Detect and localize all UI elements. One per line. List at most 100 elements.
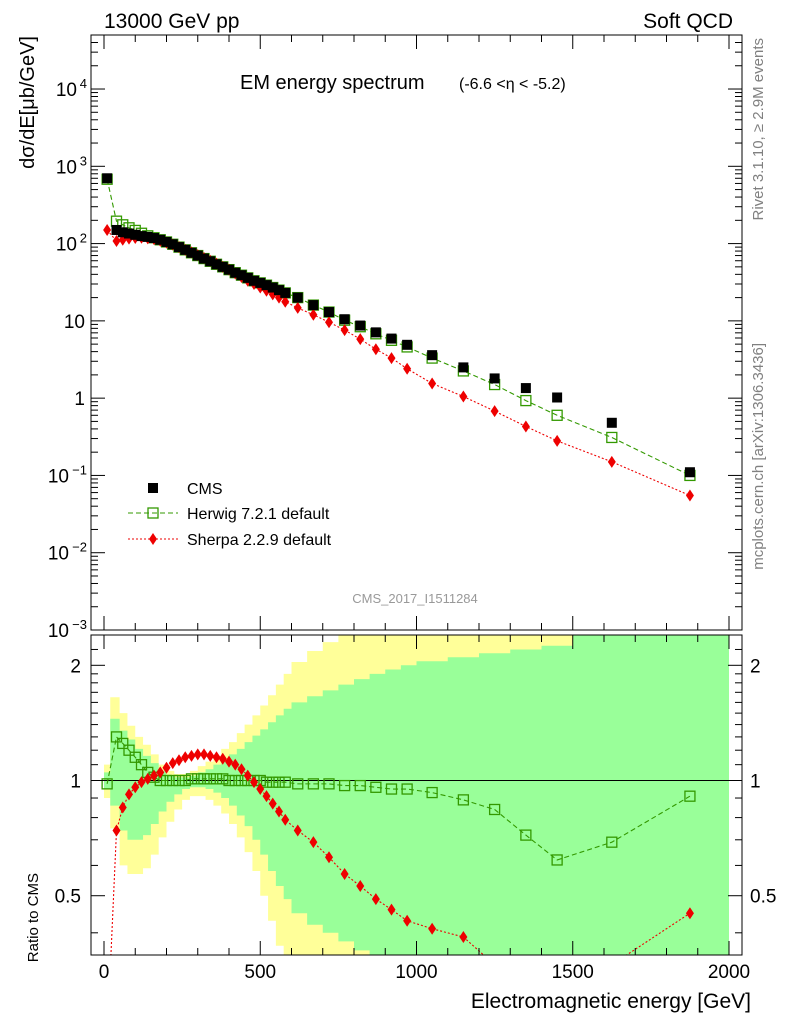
main-cms-point (267, 282, 278, 293)
main-cms-point (427, 350, 438, 361)
ratio-sherpa-2-2-9-default-point (118, 801, 127, 814)
y-tick-exponent: 2 (80, 231, 87, 246)
main-cms-point (324, 307, 334, 318)
ratio-sherpa-2-2-9-default-point (137, 776, 146, 789)
y-tick-label: 1 (74, 389, 85, 410)
main-sherpa-2-2-9-default-point (490, 405, 499, 418)
x-tick-label: 0 (99, 962, 110, 983)
main-sherpa-2-2-9-default-point (103, 223, 112, 236)
ratio-herwig-7-2-1-default-point (279, 776, 291, 788)
ratio-sherpa-2-2-9-default-point (459, 931, 468, 944)
ratio-sherpa-2-2-9-default-point (218, 752, 227, 765)
main-cms-point (192, 250, 203, 261)
main-sherpa-2-2-9-default-point (459, 390, 468, 403)
ratio-sherpa-2-2-9-default-point (293, 824, 302, 837)
main-cms-point (199, 253, 209, 264)
ratio-herwig-7-2-1-default-point (292, 778, 304, 790)
main-sherpa-2-2-9-default-point (428, 377, 437, 390)
ratio-sherpa-2-2-9-default-point (309, 836, 318, 849)
ratio-sherpa-2-2-9-default-point (150, 769, 158, 782)
ratio-sherpa-2-2-9-default-point (387, 903, 396, 916)
ratio-sherpa-2-2-9-default-point (371, 893, 380, 906)
ratio-sherpa-2-2-9-default-point (685, 907, 694, 920)
main-sherpa-2-2-9-default-point (340, 324, 349, 337)
legend-sherpa-2-2-9-default-label: Sherpa 2.2.9 default (187, 532, 332, 549)
main-cms-point (217, 261, 228, 272)
main-sherpa-2-2-9-default-point (387, 352, 396, 365)
main-cms-point (136, 231, 147, 242)
main-cms-point (684, 467, 695, 478)
legend: CMS Herwig 7.2.1 default Sherpa 2.2.9 defa… (128, 481, 332, 549)
main-sherpa-2-2-9-default-point (356, 333, 365, 346)
main-herwig-7-2-1-default-point (551, 409, 563, 421)
mcplots-label: mcplots.cern.ch [arXiv:1306.3436] (750, 343, 767, 570)
ratio-sherpa-2-2-9-default-point (403, 914, 412, 927)
ratio-y-tick-label-right: 2 (750, 656, 761, 677)
x-axis-label: Electromagnetic energy [GeV] (471, 990, 751, 1013)
ratio-herwig-7-2-1-default-point (354, 779, 366, 792)
ratio-sherpa-2-2-9-default-point (162, 761, 171, 774)
main-cms-point (386, 333, 397, 344)
ratio-sherpa-2-2-9-default-point (125, 788, 133, 801)
ratio-herwig-7-2-1-default-point (307, 778, 320, 790)
y-tick-exponent: 4 (80, 76, 87, 91)
main-cms-point (155, 234, 166, 245)
ratio-y-tick-label-right: 1 (750, 772, 761, 793)
ratio-sherpa-2-2-9-default-point (131, 781, 140, 794)
ratio-sherpa-2-2-9-default-point (156, 766, 165, 779)
main-cms-point (355, 320, 366, 331)
y-tick-label: 10 (64, 312, 85, 333)
ratio-sherpa-2-2-9-default-point (340, 867, 349, 880)
legend-herwig-7-2-1-default-label: Herwig 7.2.1 default (187, 506, 330, 523)
y-tick-label: 10 (48, 621, 69, 642)
ratio-herwig-7-2-1-default-point (192, 773, 204, 785)
main-cms-point (124, 228, 134, 239)
main-sherpa-2-2-9-default-point (309, 308, 318, 321)
y-tick-exponent: −1 (72, 462, 87, 477)
ratio-herwig-7-2-1-default-point (267, 776, 279, 788)
ratio-herwig-7-2-1-default-point (135, 759, 148, 771)
ratio-herwig-7-2-1-default-point (173, 774, 185, 787)
main-sherpa-2-2-9-default-point (607, 455, 616, 468)
main-cms-point (606, 417, 617, 428)
ratio-sherpa-2-2-9-default-point (325, 851, 333, 864)
main-sherpa-2-2-9-default-point (403, 362, 412, 375)
header-left: 13000 GeV pp (104, 10, 239, 33)
main-cms-point (402, 339, 413, 350)
main-cms-point (236, 270, 247, 281)
main-sherpa-2-2-9-default-point (325, 316, 333, 329)
ratio-herwig-7-2-1-default-point (338, 779, 351, 792)
main-cms-point (167, 239, 178, 250)
ratio-sherpa-2-2-9-default-point (168, 757, 177, 770)
ratio-herwig-7-2-1-default-point (370, 781, 382, 793)
ratio-sherpa-2-2-9-default-point (200, 748, 208, 761)
ratio-herwig-7-2-1-default-point (185, 773, 198, 785)
ratio-herwig-7-2-1-default-point (323, 778, 335, 790)
main-herwig-7-2-1-default-line (106, 179, 691, 476)
ratio-herwig-7-2-1-default-point (488, 803, 501, 816)
ratio-sherpa-2-2-9-default-point (225, 755, 233, 768)
ratio-sherpa-2-2-9-default-point (256, 783, 265, 796)
ratio-sherpa-2-2-9-default-point (237, 763, 246, 776)
ratio-y-tick-label-right: 0.5 (750, 887, 776, 908)
main-cms-point (292, 292, 303, 303)
ratio-herwig-7-2-1-default-point (117, 737, 129, 750)
main-cms-point (205, 256, 216, 267)
y-tick-label: 10 (56, 80, 77, 101)
ratio-y-tick-label: 1 (70, 772, 81, 793)
ratio-herwig-7-2-1-default-point (217, 773, 229, 785)
ratio-y-tick-label: 2 (70, 656, 81, 677)
uncertainty-band-stat (104, 635, 729, 955)
main-cms-point (174, 242, 184, 253)
main-sherpa-2-2-9-default-line (106, 229, 691, 497)
watermark: CMS_2017_I1511284 (352, 591, 478, 606)
main-cms-point (117, 227, 128, 238)
main-sherpa-2-2-9-default-point (553, 434, 562, 447)
main-title-suffix: (-6.6 <η < -5.2) (459, 76, 566, 93)
legend-herwig-7-2-1-default-marker (147, 507, 159, 519)
main-title: EM energy spectrum (240, 72, 425, 94)
main-cms-point (280, 287, 291, 298)
ratio-sherpa-2-2-9-default-point (522, 964, 530, 976)
ratio-sherpa-2-2-9-default-point (112, 824, 121, 837)
